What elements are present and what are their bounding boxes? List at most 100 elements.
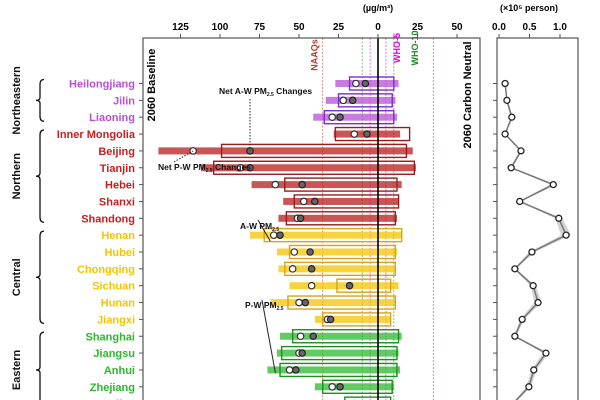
annotation-leader-line [257, 219, 271, 242]
province-row [251, 177, 402, 192]
annotation-label: Net P-W PM2.5 Changes [158, 162, 251, 174]
annotation-text: P-W PM [245, 300, 277, 310]
province-label: Tianjin [100, 163, 136, 175]
mortality-panel: (×10⁵ person) 0.0 0.5 1.0 [492, 3, 579, 400]
province-label: Shandong [81, 213, 135, 225]
net-aw-change-marker [309, 332, 318, 341]
aw-pm25-box [263, 227, 403, 243]
x-tick-label: 125 [172, 22, 189, 33]
region-bracket [35, 129, 45, 223]
province-row [335, 76, 399, 91]
net-aw-change-marker [301, 298, 310, 307]
pw-pm25-bar [325, 96, 396, 104]
region-label: Eastern [11, 349, 23, 390]
unit-label-pm25: (µg/m³) [363, 3, 393, 13]
x-tick-label: 50 [293, 22, 305, 33]
province-row [283, 194, 400, 209]
aw-pm25-box [322, 312, 392, 327]
net-pw-change-marker [236, 163, 245, 172]
mortality-point [530, 366, 538, 374]
mortality-point [511, 332, 519, 340]
annotation-text: Net P-W PM [158, 162, 206, 172]
baseline-axis-label: 2060 Baseline [146, 49, 158, 122]
province-row [333, 126, 411, 142]
x-tick-label: 100 [212, 22, 229, 33]
x-tick-label: 50 [451, 22, 463, 33]
pw-pm25-bar [270, 299, 396, 307]
net-aw-change-marker [296, 214, 305, 223]
x-tick-label: 0.0 [492, 22, 506, 33]
province-row [314, 379, 394, 394]
net-aw-change-marker [348, 96, 357, 105]
province-row [276, 345, 399, 361]
province-row [314, 312, 392, 327]
province-row [278, 211, 397, 226]
net-pw-change-marker [290, 248, 299, 256]
province-row [313, 109, 397, 125]
pw-pm25-bar [276, 248, 397, 256]
province-label: Fujian [103, 399, 136, 400]
province-labels: Heilongjiang Jilin Liaoning Inner Mongolia B… [57, 79, 143, 400]
aw-pm25-box [287, 295, 397, 310]
province-row [289, 278, 399, 293]
province-row [267, 362, 401, 378]
province-label: Zhejiang [90, 382, 135, 394]
annotation-subscript: 2.5 [277, 306, 284, 312]
annotation-leader-line [173, 150, 194, 163]
annotation-label: A-W PM2.5 [240, 221, 279, 233]
pm25-x-ticks: 125 100 75 50 25 0 25 50 [172, 22, 463, 38]
net-aw-change-marker [363, 130, 371, 138]
net-pw-change-marker [288, 265, 297, 273]
aw-pm25-box [348, 76, 395, 91]
annotation-text: Net A-W PM [219, 86, 267, 96]
net-pw-change-marker [328, 382, 336, 391]
x-tick-label: 0.5 [523, 22, 537, 33]
region-brackets: NortheasternNorthernCentralEasternSouthe… [11, 66, 45, 400]
mortality-points [501, 79, 570, 391]
province-label: Heilongjiang [69, 79, 135, 91]
pw-pm25-bar [250, 231, 402, 239]
pw-pm25-bar [278, 265, 396, 273]
province-label: Jiangsu [93, 348, 135, 360]
province-row [270, 295, 397, 310]
reference-labels: NAAQs WHO-5 WHO-10 [310, 30, 420, 70]
net-aw-change-marker [298, 180, 306, 189]
mortality-point [555, 214, 563, 222]
mortality-point [525, 383, 533, 391]
annotation-subscript: 2.5 [206, 168, 213, 174]
aw-pm25-box [322, 379, 393, 394]
aw-pm25-box [336, 278, 392, 293]
mortality-point [507, 164, 515, 172]
mortality-point [508, 113, 516, 121]
pw-pm25-bar [314, 315, 391, 323]
reference-label-naaqs: NAAQs [310, 39, 320, 71]
annotation-text: A-W PM [240, 221, 272, 231]
mortality-point [511, 265, 519, 273]
province-label: Beijing [98, 146, 135, 158]
mortality-point [528, 248, 536, 256]
net-aw-change-marker [345, 281, 354, 290]
net-aw-change-marker [336, 113, 344, 122]
mortality-point [501, 79, 509, 88]
net-pw-change-marker [296, 332, 305, 341]
net-pw-change-marker [299, 197, 308, 206]
mortality-axes-frame [496, 37, 579, 400]
region-label: Northern [11, 153, 23, 200]
province-label: Anhui [104, 365, 135, 377]
pw-pm25-bar [267, 366, 401, 374]
mortality-point [516, 197, 524, 206]
pw-pm25-bar [283, 197, 399, 205]
pw-pm25-bar [276, 349, 399, 357]
aw-pm25-box [280, 345, 398, 361]
annotation-label: Net A-W PM2.5 Changes [219, 86, 312, 98]
region-bracket [35, 78, 45, 122]
annotation-subscript: 2.5 [272, 227, 279, 233]
aw-pm25-box [291, 329, 400, 344]
x-tick-label: 25 [412, 22, 424, 33]
province-row [278, 261, 397, 277]
annotations: Net A-W PM2.5 Changes Net P-W PM2.5 Chang… [158, 86, 312, 374]
pm25-panel: (µg/m³) NAAQs WHO-5 WHO-10 125 100 75 50 25 0 25… [11, 3, 481, 400]
mortality-point [517, 147, 525, 155]
annotation-leader-line [261, 299, 276, 374]
